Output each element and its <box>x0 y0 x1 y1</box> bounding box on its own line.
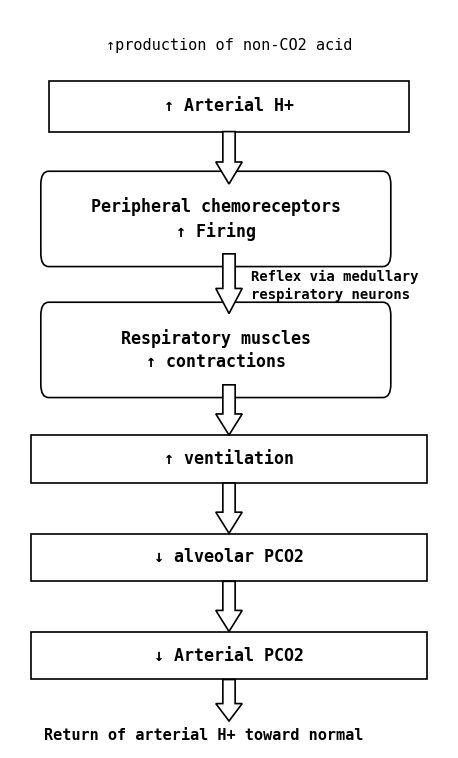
Text: ↑ Arterial H+: ↑ Arterial H+ <box>164 97 294 115</box>
Polygon shape <box>216 254 242 314</box>
FancyBboxPatch shape <box>31 632 427 679</box>
Text: Respiratory muscles
↑ contractions: Respiratory muscles ↑ contractions <box>121 329 311 371</box>
Text: Peripheral chemoreceptors
↑ Firing: Peripheral chemoreceptors ↑ Firing <box>91 197 341 241</box>
FancyBboxPatch shape <box>41 171 391 267</box>
Text: ↓ alveolar PCO2: ↓ alveolar PCO2 <box>154 548 304 566</box>
Polygon shape <box>216 581 242 631</box>
FancyBboxPatch shape <box>31 435 427 483</box>
Polygon shape <box>216 679 242 721</box>
Text: ↑ ventilation: ↑ ventilation <box>164 450 294 468</box>
Polygon shape <box>216 132 242 184</box>
FancyBboxPatch shape <box>41 302 391 397</box>
FancyBboxPatch shape <box>49 80 409 132</box>
Text: Reflex via medullary
respiratory neurons: Reflex via medullary respiratory neurons <box>251 270 419 302</box>
Text: Return of arterial H+ toward normal: Return of arterial H+ toward normal <box>44 728 364 743</box>
Text: ↓ Arterial PCO2: ↓ Arterial PCO2 <box>154 647 304 665</box>
Text: ↑production of non-CO2 acid: ↑production of non-CO2 acid <box>106 38 352 53</box>
Polygon shape <box>216 385 242 435</box>
Polygon shape <box>216 483 242 534</box>
FancyBboxPatch shape <box>31 534 427 581</box>
